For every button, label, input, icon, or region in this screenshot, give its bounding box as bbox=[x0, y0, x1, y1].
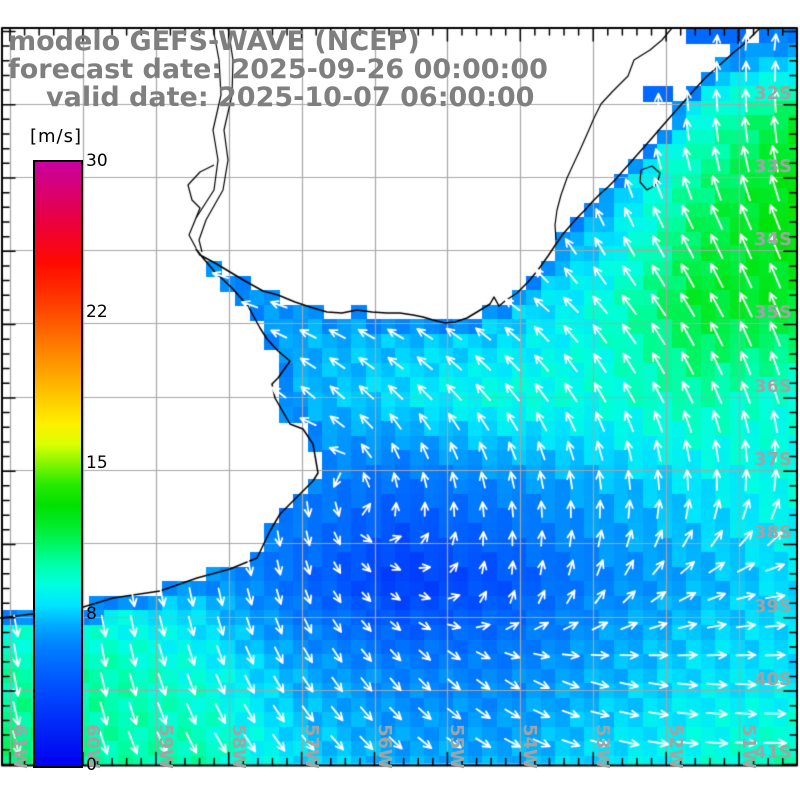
colorbar-tick-label: 30 bbox=[86, 151, 108, 171]
lon-label: 61W bbox=[9, 724, 30, 769]
colorbar-tick-label: 22 bbox=[86, 302, 108, 322]
lat-label: 40S bbox=[753, 669, 792, 690]
colorbar-gradient bbox=[33, 160, 83, 768]
lat-label: 34S bbox=[753, 229, 792, 250]
lon-label: 53W bbox=[592, 724, 613, 769]
lat-label: 38S bbox=[753, 522, 792, 543]
lon-label: 55W bbox=[446, 724, 467, 769]
lon-label: 58W bbox=[228, 724, 249, 769]
lon-label: 57W bbox=[301, 724, 322, 769]
lon-label: 51W bbox=[738, 724, 759, 769]
lon-label: 52W bbox=[665, 724, 686, 769]
lon-label: 54W bbox=[519, 724, 540, 769]
lat-label: 41S bbox=[753, 742, 792, 763]
lat-label: 36S bbox=[753, 376, 792, 397]
colorbar-unit-label: [m/s] bbox=[30, 126, 83, 147]
colorbar-tick-label: 8 bbox=[86, 604, 97, 624]
lat-label: 32S bbox=[753, 83, 792, 104]
colorbar-tick-label: 0 bbox=[86, 755, 97, 775]
lat-label: 35S bbox=[753, 302, 792, 323]
lat-label: 39S bbox=[753, 596, 792, 617]
lat-label: 37S bbox=[753, 449, 792, 470]
lon-label: 56W bbox=[374, 724, 395, 769]
colorbar-tick-label: 15 bbox=[86, 453, 108, 473]
lon-label: 59W bbox=[155, 724, 176, 769]
lat-label: 33S bbox=[753, 156, 792, 177]
